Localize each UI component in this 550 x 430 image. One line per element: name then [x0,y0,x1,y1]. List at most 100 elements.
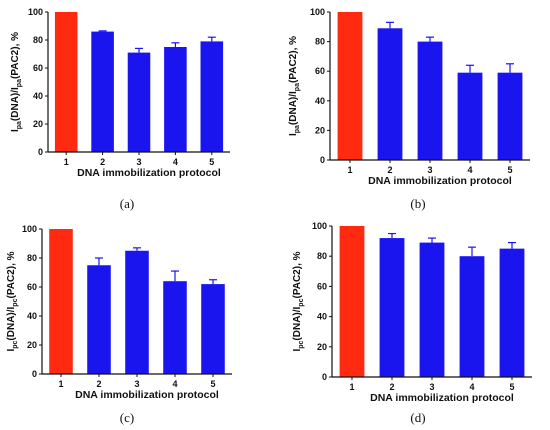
y-axis-label: Ipc(DNA)/Ipc(PAC2), % [292,251,305,351]
y-axis-label: Ipa(DNA)/Ipa(PAC2), % [288,36,301,136]
y-tick-label: 80 [27,253,37,263]
y-axis-label-subscript: pc [12,298,19,306]
bar-3 [127,52,151,152]
y-tick-label: 0 [32,369,37,379]
x-tick-label: 4 [467,165,472,175]
y-tick-label: 80 [317,251,327,261]
bar-4 [164,47,187,152]
bar-1 [339,226,365,377]
bar-5 [499,248,525,377]
y-axis-label-subscript: pc [12,340,19,348]
y-tick-label: 40 [317,312,327,322]
x-tick-label: 2 [389,382,394,392]
bar-2 [87,265,111,374]
y-axis-label-part: (PAC2), % [292,251,303,298]
y-axis-label-part: (DNA)/I [6,306,17,340]
bar-2 [379,238,405,377]
y-tick-label: 40 [27,311,37,321]
x-tick-label: 1 [58,379,63,389]
y-tick-label: 0 [322,372,327,382]
y-tick-label: 40 [33,91,43,101]
y-tick-label: 0 [320,155,325,165]
panel-label: (a) [120,196,134,211]
y-axis-label-part: (PAC2), % [10,32,21,79]
x-tick-label: 3 [429,382,434,392]
x-axis-label: DNA immobilization protocol [75,389,219,401]
bar-4 [163,281,187,374]
y-axis-label-part: I [6,349,17,352]
x-tick-label: 2 [387,165,392,175]
bar-5 [497,72,523,160]
x-tick-label: 4 [173,157,178,167]
y-axis-label-part: I [288,133,299,136]
y-tick-label: 80 [315,37,325,47]
x-tick-label: 1 [349,382,354,392]
panel-label: (c) [120,410,134,425]
bar-3 [125,250,149,374]
bar-4 [457,72,483,160]
x-axis-label: DNA immobilization protocol [370,392,514,404]
y-tick-label: 20 [317,342,327,352]
y-tick-label: 0 [38,147,43,157]
y-tick-label: 60 [27,282,37,292]
x-tick-label: 5 [507,165,512,175]
y-axis-label-subscript: pa [16,121,23,129]
x-tick-label: 4 [172,379,177,389]
x-tick-label: 1 [347,165,352,175]
y-axis-label-part: (PAC2), % [6,251,17,298]
y-axis-label-subscript: pa [16,79,23,87]
y-tick-label: 100 [310,7,325,17]
x-tick-label: 2 [96,379,101,389]
bar-5 [200,41,224,152]
bar-5 [201,284,225,374]
panel-label: (d) [410,410,425,425]
x-tick-label: 2 [100,157,105,167]
y-tick-label: 20 [27,340,37,350]
y-axis-label-part: I [10,129,21,132]
x-tick-label: 3 [134,379,139,389]
x-tick-label: 3 [136,157,141,167]
y-tick-label: 60 [317,281,327,291]
y-axis-label-part: I [292,349,303,352]
y-axis-label-part: (DNA)/I [288,91,299,125]
panel-a: 1 2 3 4 5 0 20 40 60 80 100 DNA immobilization prot… [10,7,230,211]
y-axis-label-subscript: pa [294,83,301,91]
y-tick-label: 80 [33,35,43,45]
bar-4 [459,256,485,377]
bar-3 [419,242,445,377]
bar-1 [54,12,78,152]
x-tick-label: 4 [469,382,474,392]
x-axis-label: DNA immobilization protocol [77,167,221,179]
bar-2 [377,28,403,161]
bar-1 [49,229,73,374]
y-axis-label-part: (DNA)/I [10,87,21,121]
x-tick-label: 5 [210,379,215,389]
y-axis-label: Ipa(DNA)/Ipa(PAC2), % [10,32,23,132]
bar-2 [91,31,114,153]
y-axis-label-subscript: pa [294,125,301,133]
y-axis-label: Ipc(DNA)/Ipc(PAC2), % [6,251,19,351]
bar-3 [417,41,443,160]
panel-b: 1 2 3 4 5 0 20 40 60 80 100 DNA immobilization prot… [288,7,530,211]
bar-1 [337,12,363,160]
x-tick-label: 5 [209,157,214,167]
y-axis-label-part: (DNA)/I [292,306,303,340]
y-tick-label: 20 [33,119,43,129]
y-tick-label: 100 [312,221,327,231]
y-tick-label: 20 [315,125,325,135]
y-tick-label: 60 [33,63,43,73]
x-tick-label: 1 [64,157,69,167]
x-tick-label: 5 [509,382,514,392]
y-tick-label: 40 [315,96,325,106]
panel-c: 1 2 3 4 5 0 20 40 60 80 100 DNA immobilization prot… [6,224,232,425]
y-axis-label-subscript: pc [298,298,305,306]
x-axis-label: DNA immobilization protocol [368,175,512,187]
y-tick-label: 100 [22,224,37,234]
y-axis-label-subscript: pc [298,340,305,348]
panel-label: (b) [410,196,425,211]
panel-d: 1 2 3 4 5 0 20 40 60 80 100 DNA immobilization prot… [292,221,532,425]
y-tick-label: 60 [315,66,325,76]
y-tick-label: 100 [28,7,43,17]
y-axis-label-part: (PAC2), % [288,36,299,83]
